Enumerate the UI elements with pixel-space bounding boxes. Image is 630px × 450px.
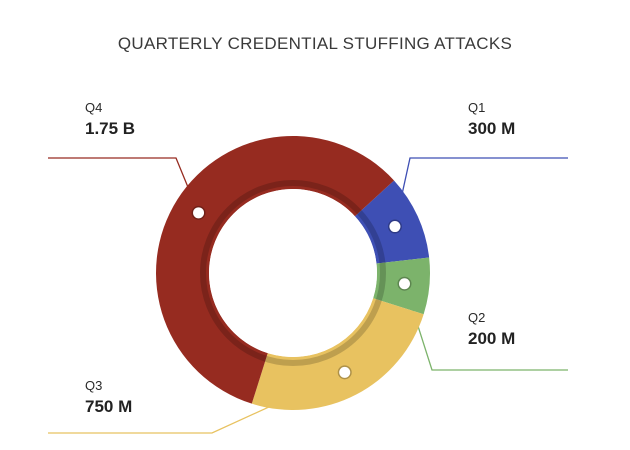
callout-q4-label: Q4 [85, 100, 103, 115]
callout-q2-label: Q2 [468, 310, 486, 325]
callout-q1: Q1 300 M [468, 100, 515, 139]
callout-q4-value: 1.75 B [85, 119, 136, 138]
marker-q2 [397, 276, 412, 291]
donut-inner-shadow [200, 180, 386, 366]
marker-q4 [191, 205, 206, 220]
callout-q2-value: 200 M [468, 329, 516, 348]
leader-line-q1 [394, 157, 568, 227]
marker-q1 [387, 219, 402, 234]
callout-q4: Q4 1.75 B [85, 100, 135, 139]
callout-q2: Q2 200 M [468, 310, 515, 349]
callout-q3-label: Q3 [85, 378, 103, 393]
callout-q3-value: 750 M [85, 397, 133, 416]
donut-hole [209, 189, 377, 357]
callout-q3: Q3 750 M [85, 378, 132, 417]
callout-q1-value: 300 M [468, 119, 516, 138]
slice-q3 [251, 298, 424, 410]
callout-q1-label: Q1 [468, 100, 486, 115]
chart-title: QUARTERLY CREDENTIAL STUFFING ATTACKS [117, 34, 513, 53]
slice-markers [191, 205, 412, 380]
slice-q4 [155, 135, 395, 404]
marker-q3 [337, 365, 352, 380]
